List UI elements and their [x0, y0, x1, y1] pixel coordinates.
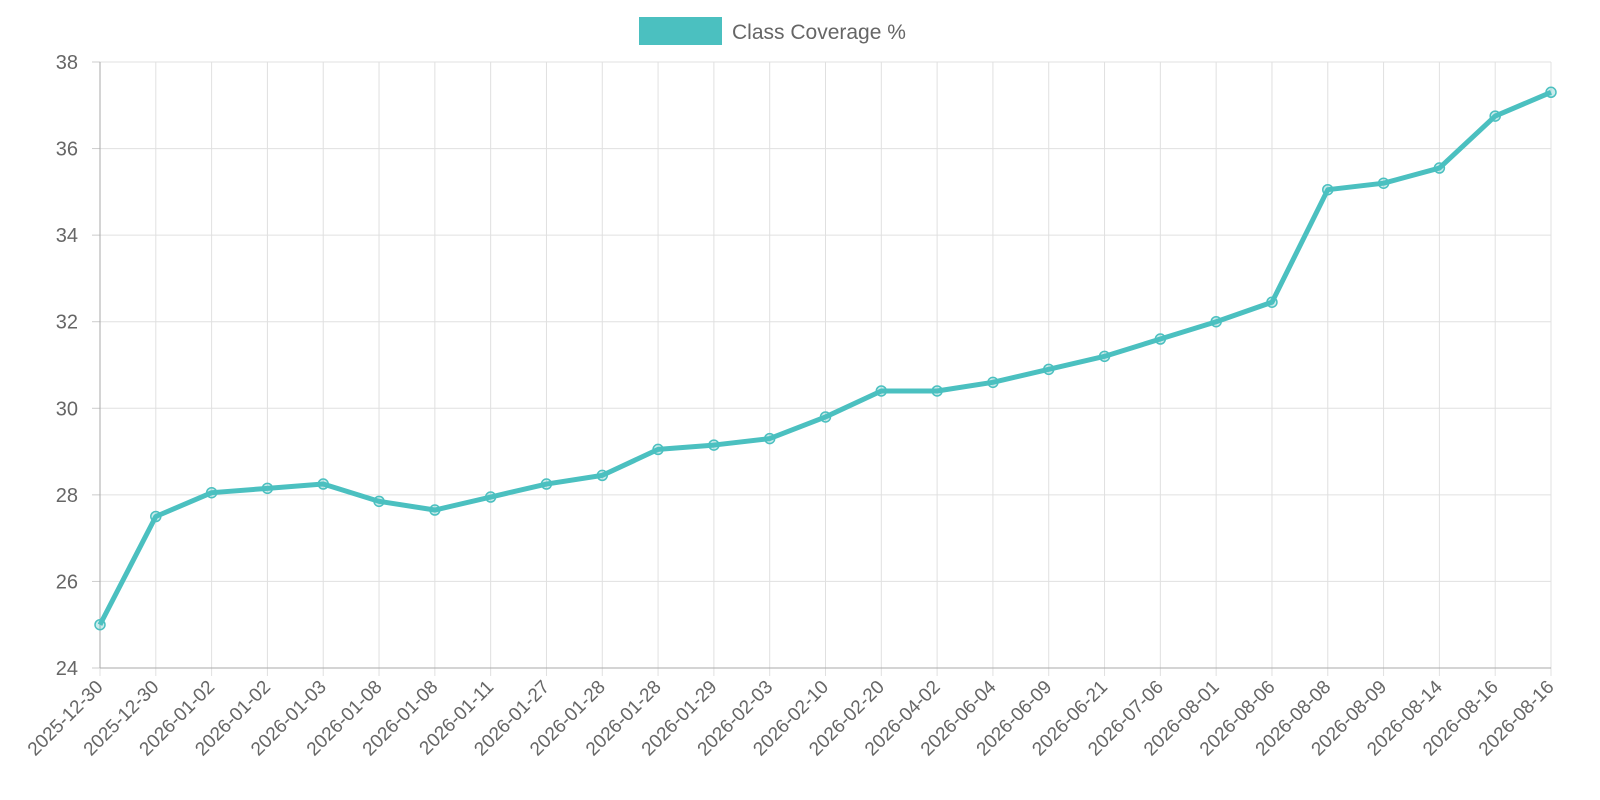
data-point [429, 504, 441, 516]
legend-label: Class Coverage % [732, 21, 906, 44]
data-point [819, 411, 832, 423]
legend-swatch [639, 17, 722, 45]
y-tick-label: 38 [56, 52, 78, 74]
data-point [1377, 177, 1390, 189]
data-point [875, 385, 888, 397]
data-line [97, 90, 1552, 626]
y-tick-label: 36 [56, 139, 78, 161]
data-point [150, 510, 162, 523]
data-point [1154, 333, 1167, 345]
data-point [317, 478, 329, 490]
y-tick-label: 26 [56, 571, 78, 593]
data-point [484, 491, 497, 503]
y-tick-label: 32 [56, 312, 78, 334]
data-point [261, 482, 274, 495]
data-point [1042, 363, 1055, 376]
data-point [931, 385, 943, 397]
y-tick-label: 28 [56, 485, 78, 507]
data-point [987, 376, 999, 389]
data-point [1433, 162, 1446, 174]
data-point [1545, 86, 1557, 99]
data-point [596, 469, 609, 482]
data-point [1210, 315, 1222, 328]
data-point [205, 486, 218, 499]
data-point [652, 443, 664, 456]
data-point [1098, 350, 1111, 363]
data-point [540, 478, 553, 490]
data-point [1322, 183, 1334, 196]
data-point [94, 618, 106, 631]
y-tick-label: 30 [56, 398, 78, 420]
data-point [763, 432, 776, 445]
data-point [1266, 296, 1278, 308]
y-tick-label: 34 [56, 225, 78, 247]
data-point [373, 495, 385, 508]
data-point [1489, 110, 1501, 122]
y-tick-label: 24 [56, 658, 78, 680]
data-point [708, 439, 720, 451]
